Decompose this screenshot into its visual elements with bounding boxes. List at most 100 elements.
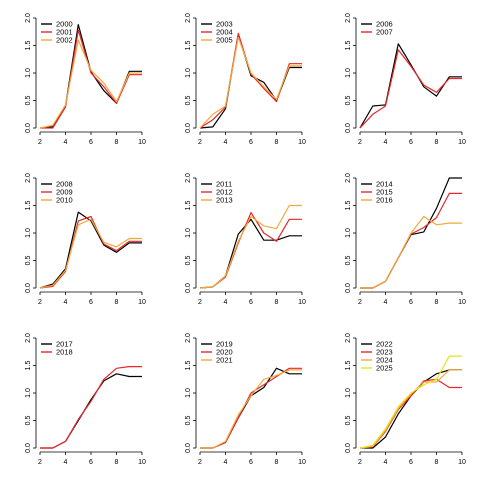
series-line-2020 <box>200 367 302 449</box>
x-tick-label: 4 <box>64 459 68 466</box>
legend-entry: 2000 <box>56 20 73 29</box>
series-line-2006 <box>359 43 462 129</box>
y-tick-label: 0.5 <box>345 256 352 266</box>
x-tick-label: 4 <box>224 139 228 146</box>
x-tick-label: 2 <box>198 139 202 146</box>
y-tick-label: 0.0 <box>25 443 32 453</box>
x-tick-label: 2 <box>198 459 202 466</box>
x-tick-label: 2 <box>358 139 362 146</box>
x-tick-label: 2 <box>38 299 42 306</box>
y-tick-label: 1.0 <box>25 388 32 398</box>
x-tick-label: 6 <box>249 299 253 306</box>
y-tick-label: 0.5 <box>25 96 32 106</box>
series-line-2021 <box>200 369 302 449</box>
y-tick-label: 1.5 <box>25 201 32 211</box>
y-tick-label: 0.5 <box>25 416 32 426</box>
x-tick-label: 10 <box>458 459 466 466</box>
x-tick-label: 10 <box>298 459 306 466</box>
x-tick-label: 4 <box>384 299 388 306</box>
x-tick-label: 10 <box>138 459 146 466</box>
legend-entry: 2008 <box>56 180 73 189</box>
y-tick-label: 1.0 <box>345 388 352 398</box>
legend-entry: 2018 <box>56 348 73 357</box>
y-tick-label: 0.0 <box>185 443 192 453</box>
series-line-2008 <box>39 211 142 289</box>
x-tick-label: 6 <box>89 459 93 466</box>
x-tick-label: 4 <box>384 139 388 146</box>
x-tick-label: 2 <box>38 139 42 146</box>
x-tick-label: 6 <box>409 139 413 146</box>
series-line-2001 <box>40 29 142 129</box>
y-tick-label: 1.5 <box>345 41 352 51</box>
legend-entry: 2014 <box>376 180 393 189</box>
series-line-2009 <box>39 215 142 289</box>
legend-entry: 2006 <box>376 20 393 29</box>
y-tick-label: 0.5 <box>345 96 352 106</box>
y-tick-label: 1.0 <box>185 228 192 238</box>
legend-entry: 2005 <box>216 36 233 45</box>
x-tick-label: 4 <box>224 459 228 466</box>
series-line-2011 <box>199 218 302 289</box>
x-tick-label: 10 <box>458 299 466 306</box>
series-line-2023 <box>359 378 462 449</box>
y-tick-label: 0.5 <box>185 256 192 266</box>
legend-entry: 2001 <box>56 28 73 37</box>
series-line-2007 <box>359 49 462 129</box>
series-line-2017 <box>40 373 142 449</box>
y-tick-label: 0.0 <box>345 283 352 293</box>
x-tick-label: 2 <box>38 459 42 466</box>
legend-entry: 2022 <box>376 340 393 349</box>
y-tick-label: 0.5 <box>25 256 32 266</box>
x-tick-label: 8 <box>115 459 119 466</box>
series-line-2004 <box>199 32 302 129</box>
legend-entry: 2017 <box>56 340 73 349</box>
x-tick-label: 4 <box>384 459 388 466</box>
legend-entry: 2002 <box>56 36 73 45</box>
legend-entry: 2021 <box>216 356 233 365</box>
legend-entry: 2004 <box>216 28 233 37</box>
x-tick-label: 8 <box>275 299 279 306</box>
series-line-2019 <box>200 367 302 449</box>
y-tick-label: 0.5 <box>345 416 352 426</box>
legend-entry: 2013 <box>216 196 233 205</box>
x-tick-label: 4 <box>64 139 68 146</box>
legend-entry: 2003 <box>216 20 233 29</box>
y-tick-label: 2.0 <box>345 13 352 23</box>
y-tick-label: 1.0 <box>25 228 32 238</box>
legend-entry: 2025 <box>376 364 393 373</box>
y-tick-label: 1.0 <box>25 68 32 78</box>
legend-entry: 2020 <box>216 348 233 357</box>
x-tick-label: 8 <box>435 299 439 306</box>
y-tick-label: 1.0 <box>185 388 192 398</box>
x-tick-label: 8 <box>275 139 279 146</box>
x-tick-label: 4 <box>64 299 68 306</box>
y-tick-label: 2.0 <box>345 333 352 343</box>
y-tick-label: 2.0 <box>25 333 32 343</box>
series-line-2022 <box>360 369 462 449</box>
y-tick-label: 1.5 <box>345 201 352 211</box>
y-tick-label: 0.0 <box>345 443 352 453</box>
x-tick-label: 2 <box>358 459 362 466</box>
x-tick-label: 6 <box>249 459 253 466</box>
legend-entry: 2011 <box>216 180 232 189</box>
y-tick-label: 1.5 <box>185 201 192 211</box>
legend-entry: 2010 <box>56 196 73 205</box>
legend-entry: 2019 <box>216 340 233 349</box>
y-tick-label: 1.0 <box>345 68 352 78</box>
x-tick-label: 10 <box>298 299 306 306</box>
series-line-2015 <box>360 192 462 289</box>
legend-entry: 2009 <box>56 188 73 197</box>
x-tick-label: 6 <box>89 139 93 146</box>
legend-entry: 2024 <box>376 356 393 365</box>
x-tick-label: 8 <box>115 299 119 306</box>
x-tick-label: 6 <box>409 299 413 306</box>
y-tick-label: 2.0 <box>185 173 192 183</box>
series-line-2025 <box>359 355 462 449</box>
legend-entry: 2015 <box>376 188 393 197</box>
